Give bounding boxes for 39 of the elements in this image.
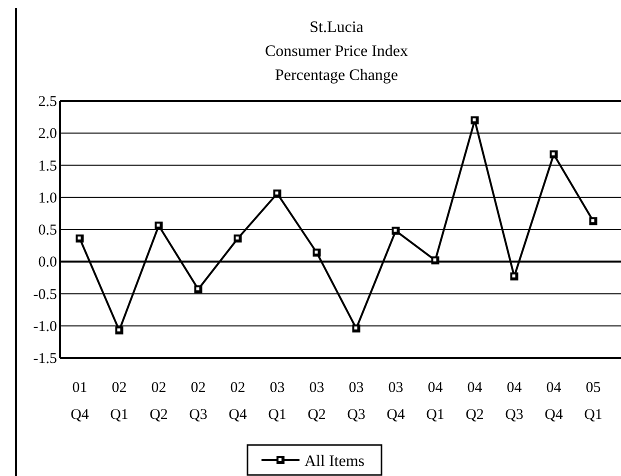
y-tick-label: -1.5	[33, 351, 57, 367]
point	[589, 217, 598, 226]
point	[194, 285, 202, 294]
point	[392, 226, 400, 235]
x-tick-label: 02 Q1	[110, 380, 128, 423]
point	[352, 324, 360, 332]
y-tick-label: 2.0	[38, 126, 57, 142]
legend-label: All Items	[304, 453, 364, 470]
point	[154, 222, 163, 230]
y-tick-label: 0.5	[38, 222, 57, 238]
chart-title: St.Lucia Consumer Price Index Percentage Change	[264, 19, 408, 84]
x-tick-label: 03 Q2	[308, 380, 326, 423]
x-tick-label: 03 Q3	[347, 380, 366, 423]
x-tick-label: 03 Q1	[268, 380, 286, 423]
x-tick-label: 05 Q1	[584, 380, 602, 423]
point	[76, 234, 84, 242]
y-tick-label: 0.0	[38, 254, 57, 271]
point	[550, 150, 558, 158]
x-tick-label: 03 Q4	[386, 380, 406, 423]
point	[115, 326, 124, 334]
y-tick-label: -0.5	[33, 286, 57, 303]
x-tick-label: 04 Q1	[426, 380, 444, 423]
point	[312, 248, 321, 257]
x-tick-label: 04 Q3	[505, 380, 524, 423]
x-tick-label: 02 Q4	[228, 380, 248, 423]
x-tick-label: 02 Q3	[189, 380, 208, 423]
point	[273, 190, 282, 198]
point	[470, 116, 479, 124]
point	[510, 272, 518, 280]
x-tick-label: 04 Q2	[466, 380, 484, 423]
point	[431, 256, 440, 264]
x-tick-label: 01 Q4	[70, 380, 90, 423]
y-tick-label: 1.0	[38, 190, 57, 206]
x-tick-label: 02 Q2	[150, 380, 168, 423]
y-tick-label: -1.0	[33, 318, 57, 335]
x-tick-label: 04 Q4	[544, 380, 564, 423]
y-tick-label: 1.5	[38, 158, 57, 174]
y-tick-label: 2.5	[38, 94, 57, 110]
point	[234, 234, 242, 242]
